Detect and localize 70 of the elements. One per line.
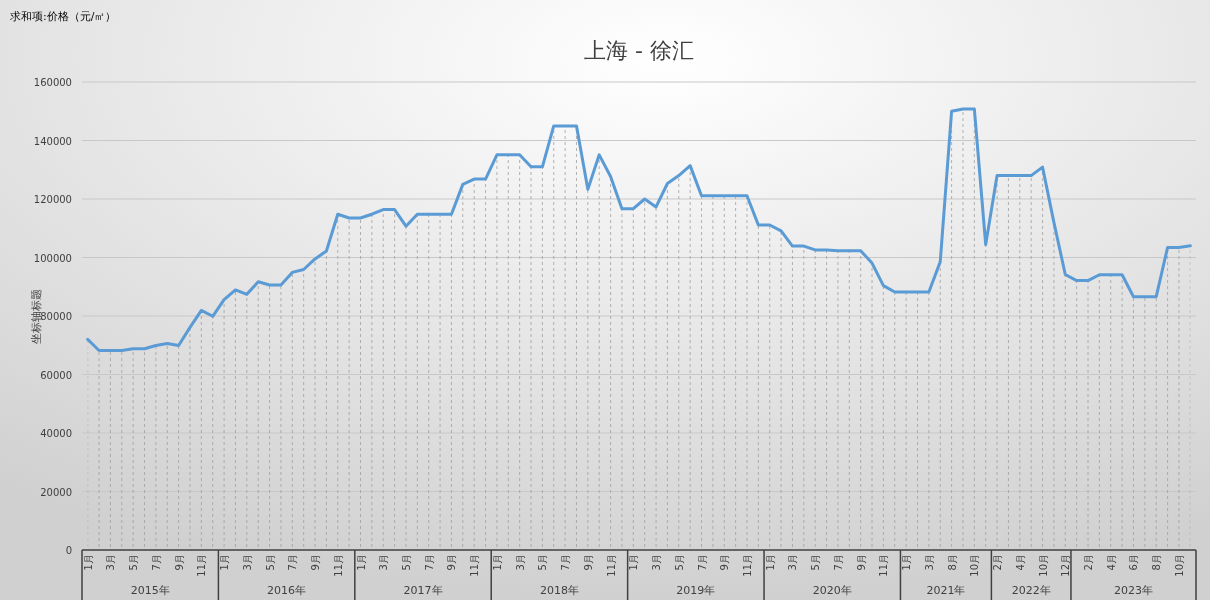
x-tick-label: 2月 [992,554,1004,571]
x-tick-label: 1月 [491,554,503,571]
x-tick-label: 2月 [1083,554,1095,571]
x-tick-label: 11月 [332,554,344,577]
x-tick-label: 7月 [423,554,435,571]
x-tick-label: 11月 [878,554,890,577]
x-tick-label: 9月 [719,554,731,571]
x-tick-label: 8月 [946,554,958,571]
title: 上海 - 徐汇 [584,38,694,63]
text: 2018年 [539,584,579,597]
x-tick-label: 10月 [1173,554,1185,577]
x-tick-label: 3月 [787,554,799,571]
text: 2022年 [1011,584,1051,597]
x-tick-label: 11月 [469,554,481,577]
x-tick-label: 9月 [582,554,594,571]
text: 2021年 [926,584,966,597]
x-tick-label: 5月 [128,554,140,571]
x-tick-label: 7月 [696,554,708,571]
x-tick-label: 9月 [310,554,322,571]
x-tick-label: 3月 [378,554,390,571]
x-tick-label: 5月 [264,554,276,571]
y-tick-label: 40000 [40,428,72,439]
x-tick-label: 5月 [810,554,822,571]
x-tick-label: 11月 [605,554,617,577]
x-tick-label: 1月 [628,554,640,571]
y-tick-label: 20000 [40,486,72,498]
x-tick-label: 3月 [241,554,253,571]
x-tick-label: 11月 [741,554,753,577]
x-tick-label: 7月 [150,554,162,571]
text: 2016年 [267,584,307,597]
x-tick-label: 1月 [219,554,231,571]
text: 2019年 [676,584,716,597]
x-tick-label: 4月 [1105,554,1117,571]
y-tick-label: 100000 [33,252,72,264]
y-tick-label: 60000 [40,369,72,381]
x-tick-label: 10月 [969,554,981,577]
text: 2023年 [1113,584,1153,597]
y-tick-label: 0 [65,545,72,556]
x-tick-label: 11月 [196,554,208,577]
x-tick-label: 6月 [1128,554,1140,571]
x-tick-label: 5月 [673,554,685,571]
y-tick-label: 140000 [33,135,72,147]
x-tick-label: 7月 [560,554,572,571]
x-tick-label: 5月 [537,554,549,571]
x-tick-label: 10月 [1037,554,1049,577]
y-tick-label: 160000 [33,77,72,88]
x-tick-label: 4月 [1014,554,1026,571]
x-tick-label: 5月 [400,554,412,571]
y-tick-label: 120000 [33,194,72,205]
x-tick-label: 7月 [832,554,844,571]
annotation: 求和项:价格（元/㎡） [10,10,117,23]
x-tick-label: 1月 [901,554,913,571]
x-tick-label: 9月 [855,554,867,571]
x-tick-label: 3月 [105,554,117,571]
x-tick-label: 1月 [82,554,94,571]
y-tick-label: 80000 [40,311,72,322]
x-tick-label: 8月 [1151,554,1163,571]
x-tick-label: 1月 [355,554,367,571]
x-tick-label: 7月 [287,554,299,571]
x-tick-label: 1月 [764,554,776,571]
x-tick-label: 3月 [514,554,526,571]
x-tick-label: 12月 [1060,554,1072,577]
x-tick-label: 9月 [173,554,185,571]
x-tick-label: 9月 [446,554,458,571]
text: 2015年 [130,584,170,597]
x-tick-label: 3月 [651,554,663,571]
ylabel: 坐标轴标题 [30,288,43,344]
text: 2020年 [812,584,852,597]
x-tick-label: 3月 [923,554,935,571]
text: 2017年 [403,584,443,597]
